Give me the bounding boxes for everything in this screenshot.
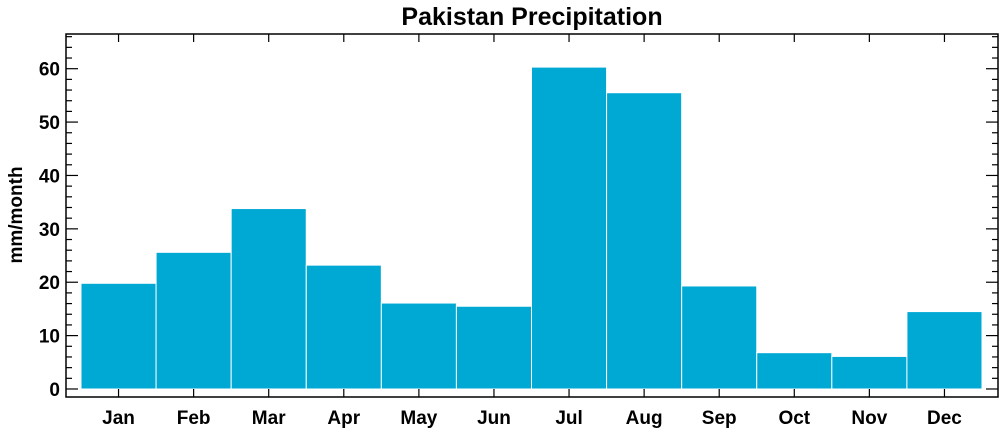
x-tick-label: Oct [778, 408, 810, 429]
bar-jan [80, 282, 157, 390]
x-tick-label: Mar [252, 408, 286, 429]
y-tick-label: 60 [39, 60, 60, 81]
y-tick-label: 0 [49, 380, 60, 401]
x-tick-label: May [400, 408, 437, 429]
x-tick-label: Aug [626, 408, 663, 429]
y-axis-label: mm/month [6, 166, 27, 263]
y-tick-label: 50 [39, 113, 60, 134]
bars-group [80, 66, 983, 390]
y-tick-label: 10 [39, 327, 60, 348]
tick-labels-group: Jan Feb Mar Apr May Jun Jul Aug Sep Oct Nov Dec 0 10 2… [39, 60, 962, 429]
x-tick-label: Dec [927, 408, 962, 429]
chart-title: Pakistan Precipitation [401, 3, 662, 31]
plot-frame [65, 33, 999, 398]
y-tick-label: 20 [39, 273, 60, 294]
x-tick-label: Jan [102, 408, 135, 429]
x-tick-label: Jun [477, 408, 511, 429]
bar-jul [531, 66, 608, 390]
x-tick-label: Feb [177, 408, 211, 429]
x-tick-label: Nov [851, 408, 887, 429]
ticks-group [66, 34, 998, 397]
bar-oct [756, 352, 833, 390]
y-tick-label: 40 [39, 166, 60, 187]
bar-may [380, 302, 457, 390]
x-tick-label: Apr [327, 408, 360, 429]
x-tick-label: Jul [555, 408, 582, 429]
bar-dec [906, 311, 983, 390]
bar-nov [831, 355, 908, 390]
bar-apr [305, 264, 382, 390]
bar-jun [455, 305, 533, 390]
bar-mar [230, 208, 307, 390]
bar-aug [606, 92, 683, 390]
bar-sep [681, 285, 758, 390]
bar-feb [155, 251, 232, 390]
x-tick-label: Sep [702, 408, 737, 429]
y-tick-label: 30 [39, 220, 60, 241]
